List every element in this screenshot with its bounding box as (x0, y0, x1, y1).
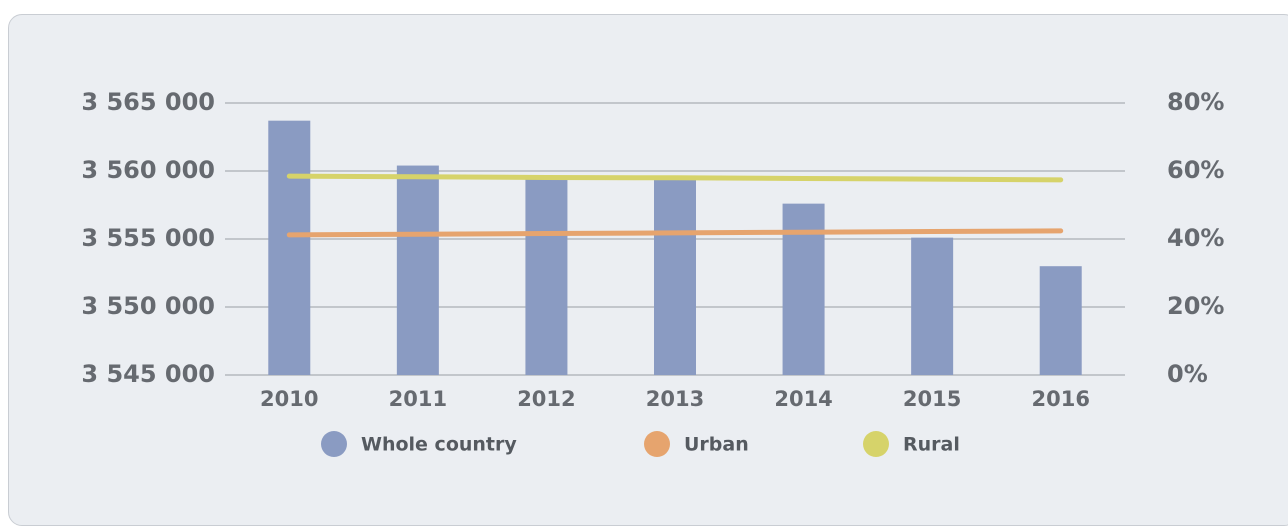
y-tick-label: 3 550 000 (81, 292, 215, 320)
legend-swatch (644, 431, 670, 457)
legend-swatch (863, 431, 889, 457)
legend-swatch (321, 431, 347, 457)
line (286, 173, 1064, 183)
legend-label: Rural (903, 434, 960, 456)
bar (911, 237, 954, 375)
bar (1039, 266, 1082, 375)
y2-tick-label: 0% (1167, 360, 1208, 388)
y-tick-label: 3 545 000 (81, 360, 215, 388)
bar (396, 165, 439, 375)
legend-label: Whole country (361, 434, 517, 456)
y-tick-label: 3 555 000 (81, 224, 215, 252)
x-tick-label: 2014 (774, 387, 832, 411)
y2-tick-label: 60% (1167, 156, 1224, 184)
y2-tick-label: 40% (1167, 224, 1224, 252)
bar (525, 176, 568, 375)
x-tick-label: 2016 (1031, 387, 1089, 411)
bar (654, 176, 696, 375)
bar (268, 120, 311, 376)
x-tick-label: 2012 (517, 387, 575, 411)
y2-tick-label: 20% (1167, 292, 1224, 320)
legend-label: Urban (684, 434, 749, 456)
x-tick-label: 2013 (646, 387, 704, 411)
y-tick-label: 3 560 000 (81, 156, 215, 184)
x-tick-label: 2011 (389, 387, 447, 411)
y2-tick-label: 80% (1167, 88, 1224, 116)
bar (782, 203, 825, 375)
line (286, 228, 1064, 238)
x-tick-label: 2015 (903, 387, 961, 411)
y-tick-label: 3 565 000 (81, 88, 215, 116)
x-tick-label: 2010 (260, 387, 318, 411)
